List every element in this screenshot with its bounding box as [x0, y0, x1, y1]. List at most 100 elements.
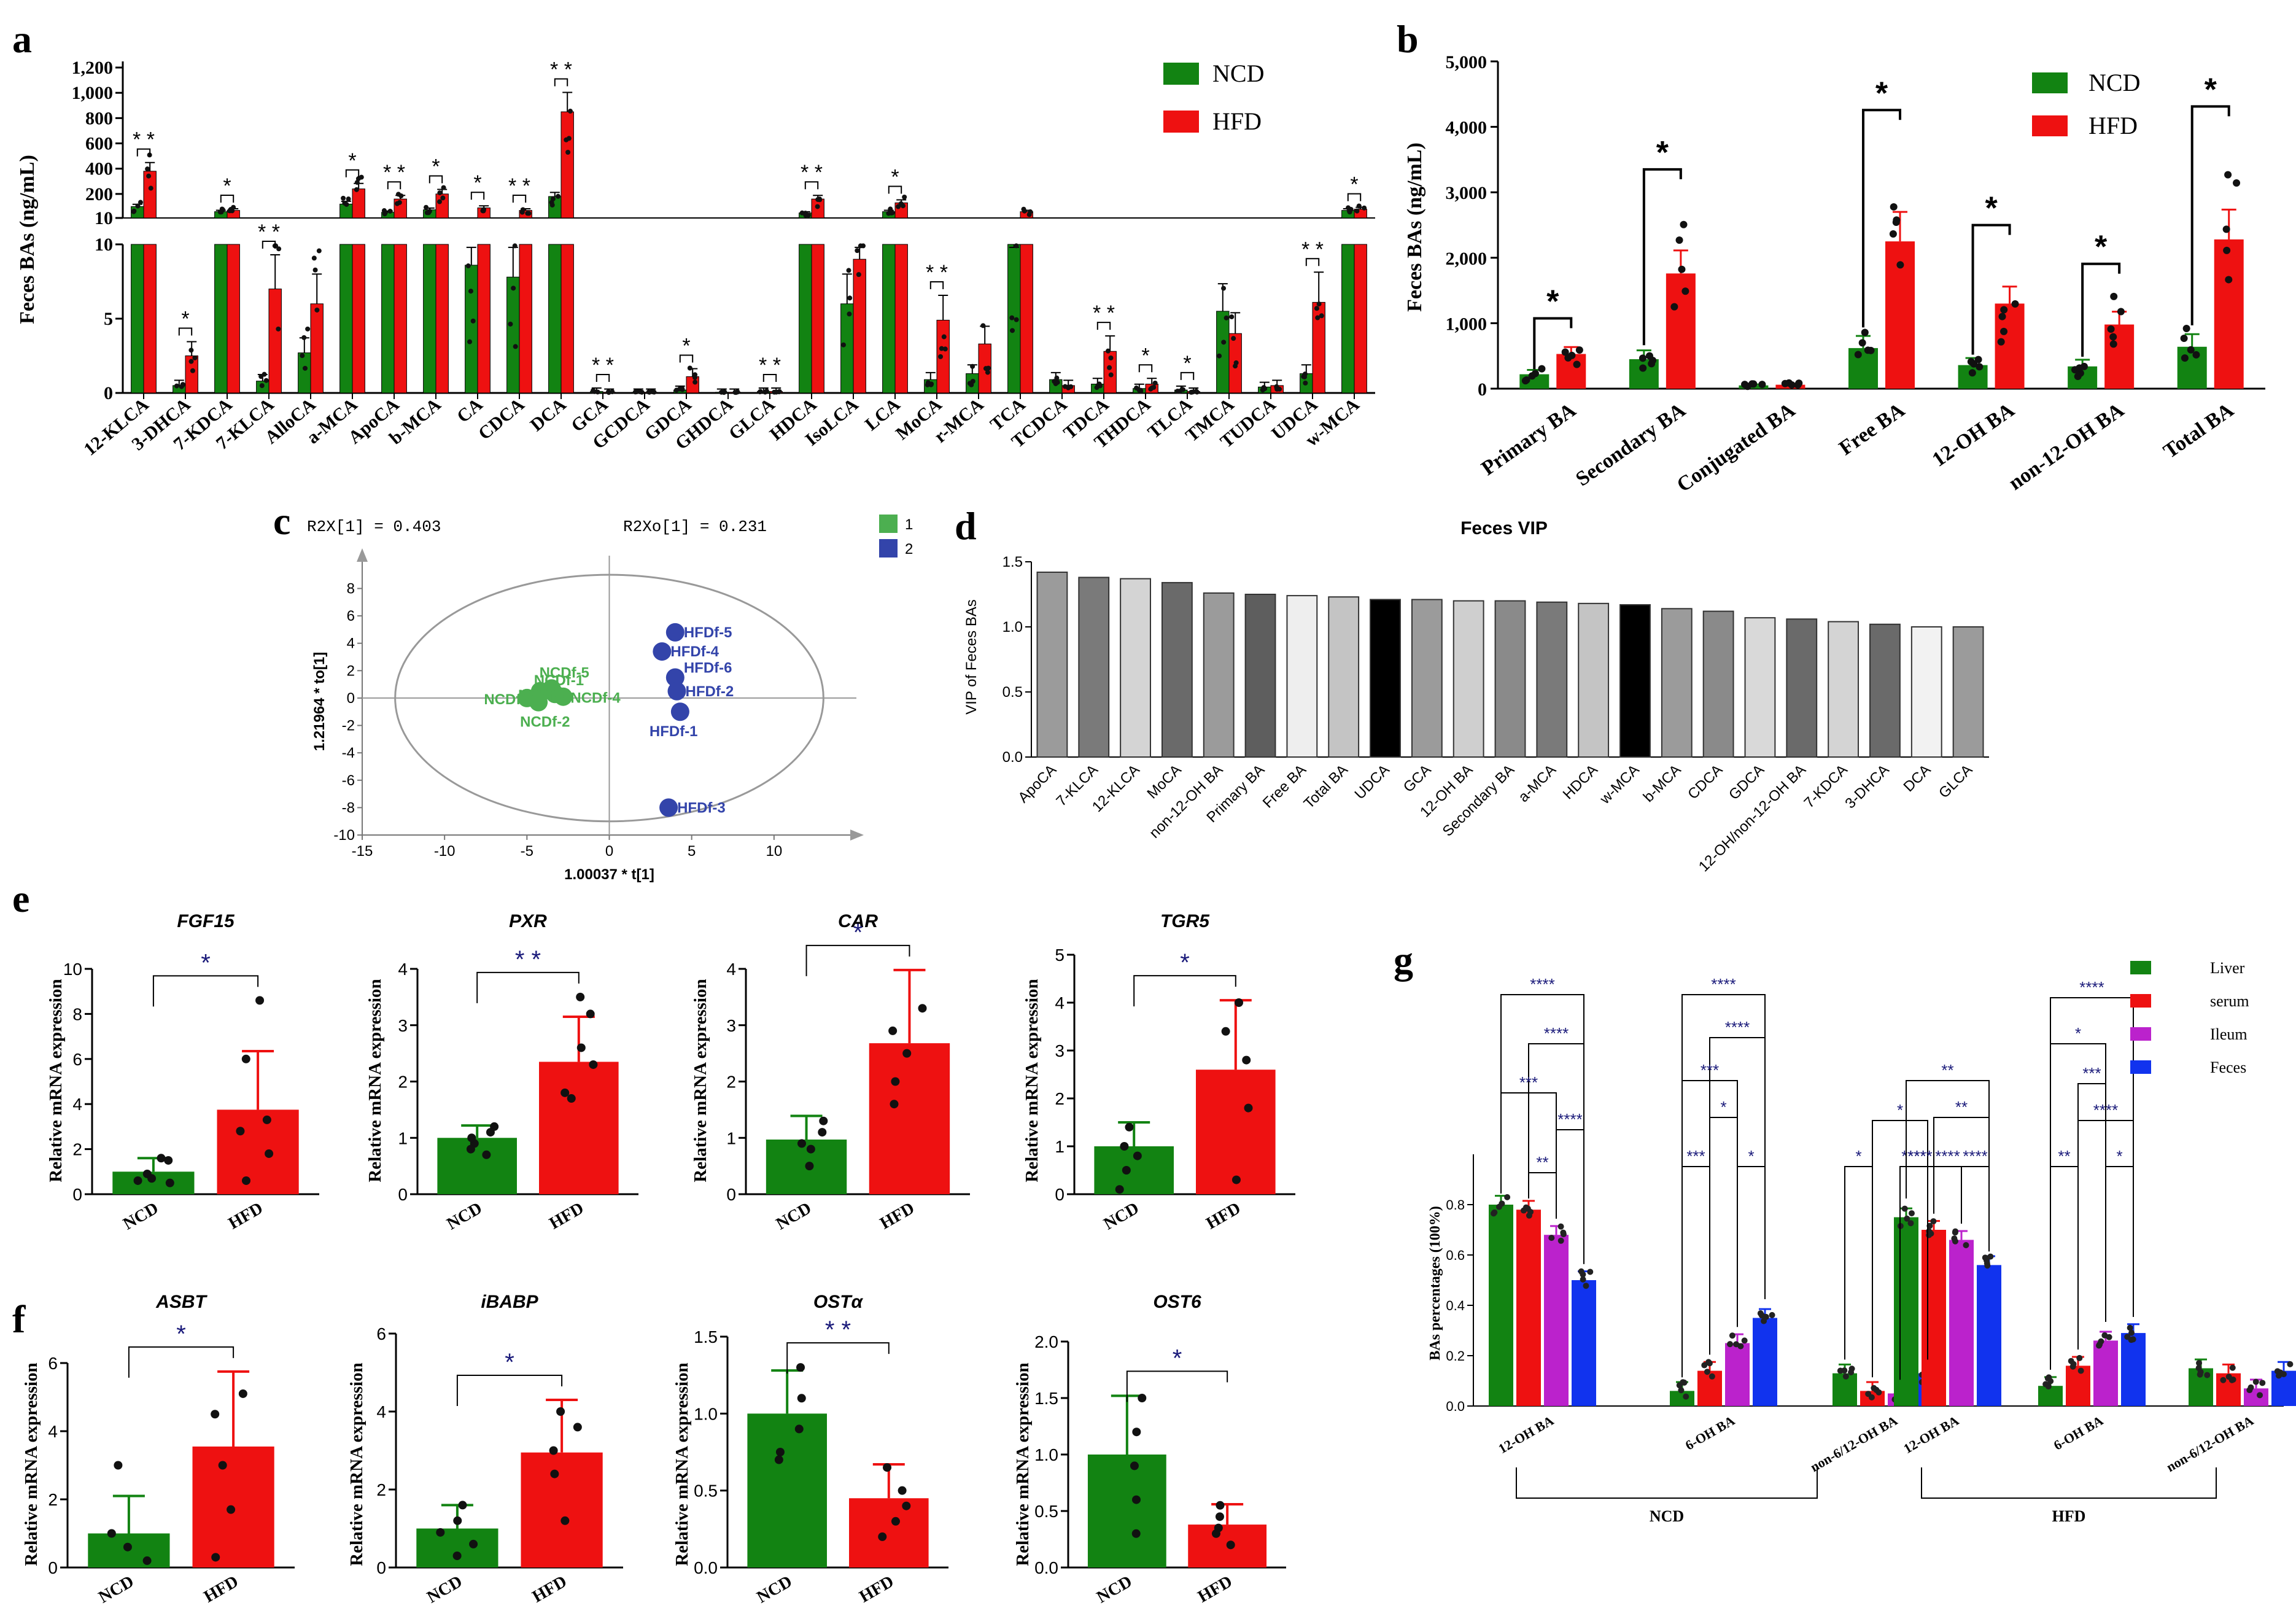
c-xtick-label: -5 [521, 843, 533, 860]
a-data-point [316, 248, 322, 254]
e2-ytick-label: 0 [398, 1185, 408, 1204]
a-significance-label: * [1183, 352, 1191, 375]
g-significance-bracket [1961, 1166, 1990, 1252]
d-vip-bar [1661, 608, 1693, 758]
g-data-point [1769, 1311, 1775, 1318]
d-vip-bar [1910, 626, 1942, 758]
g-data-point [1963, 1241, 1969, 1248]
g-data-point [2128, 1329, 2135, 1336]
g-data-point [2246, 1387, 2253, 1394]
a-data-point [610, 389, 615, 395]
b-bar-hfd [2104, 324, 2135, 389]
g-legend-swatch-liver [2130, 961, 2151, 974]
d-vip-bar [1494, 600, 1526, 758]
d-xtick-label: HDCA [1560, 761, 1601, 802]
b-data-point [1639, 364, 1647, 372]
b-data-point [1861, 328, 1869, 336]
panel-label-b: b [1397, 17, 1419, 61]
g-data-point [1875, 1389, 1882, 1396]
g-data-point [2128, 1337, 2135, 1343]
d-xtick-label: GLCA [1936, 761, 1976, 801]
a-data-point [1094, 385, 1100, 390]
b-data-point [1648, 360, 1656, 368]
c-x-axis-label: 1.00037 * t[1] [564, 866, 654, 883]
g-data-point [1680, 1379, 1686, 1386]
g-data-point [1678, 1387, 1685, 1394]
c-ytick-label: 4 [347, 635, 355, 652]
d-vip-bar [1244, 594, 1276, 758]
g-significance-bracket [2050, 1166, 2079, 1370]
a-data-point [605, 389, 611, 395]
a-bar-hfd-lower [1354, 244, 1367, 394]
g-bar-feces [2121, 1333, 2146, 1406]
f3-xtick-label: HFD [856, 1572, 898, 1606]
e4-data-point [1133, 1151, 1142, 1160]
g-ytick-label: 0.4 [1446, 1298, 1465, 1313]
a-data-point [985, 370, 990, 375]
chart-b-ba-classes: 0 1,000 2,000 3,000 4,000 5,000 Feces BAs (ng/… [1403, 52, 2265, 497]
b-data-point [2000, 306, 2008, 314]
a-bar-ncd-lower [548, 244, 562, 394]
e1-significance-label: * [201, 949, 211, 976]
g-data-point [1504, 1194, 1511, 1200]
e3-ytick-label: 0 [726, 1185, 736, 1204]
c-legend-label: 1 [905, 516, 913, 533]
d-vip-bar [1702, 610, 1734, 758]
a-data-point [311, 255, 317, 261]
g-group-label: NCD [1650, 1507, 1684, 1525]
e4-data-point [1221, 1027, 1230, 1036]
b-data-point [1854, 351, 1862, 359]
f1-data-point [238, 1389, 247, 1398]
f3-data-point [774, 1455, 783, 1464]
a-data-point [526, 211, 532, 216]
a-significance-bracket [470, 192, 485, 200]
g-data-point [1727, 1341, 1734, 1348]
e3-data-point [797, 1139, 806, 1148]
a-bar-hfd-lower [143, 244, 157, 394]
b-data-point [1748, 380, 1756, 388]
f4-significance-label: * [1173, 1345, 1182, 1372]
f1-xtick-label: NCD [95, 1572, 137, 1607]
a-data-point [902, 194, 907, 200]
d-vip-bar [1952, 626, 1984, 758]
a-data-point [1224, 315, 1229, 320]
a-data-point [468, 289, 473, 294]
d-vip-bar [1869, 623, 1901, 758]
g-bar-serum [1516, 1210, 1541, 1406]
a-data-point [190, 368, 195, 373]
d-xtick-label: UDCA [1352, 761, 1393, 802]
a-significance-label: * * [550, 58, 572, 82]
d-vip-bar [1078, 577, 1110, 758]
a-data-point [1134, 385, 1139, 390]
f2-data-point [453, 1516, 462, 1525]
c-legend-swatch [879, 539, 898, 557]
a-significance-bracket [1347, 193, 1362, 201]
c-ytick-label: 8 [347, 580, 355, 597]
g-group-bracket [1921, 1467, 2217, 1499]
d-xtick-label: b-MCA [1640, 761, 1685, 806]
b-data-point [2181, 354, 2189, 362]
f4-ytick-label: 1.0 [1034, 1445, 1058, 1464]
f1-data-point [218, 1461, 227, 1470]
c-score-point [653, 642, 672, 661]
g-data-point [1557, 1223, 1564, 1230]
b-data-point [2110, 292, 2118, 300]
e4-ytick-label: 5 [1055, 946, 1065, 965]
a-data-point [396, 192, 401, 197]
a-data-point [146, 173, 152, 179]
a-data-point [217, 209, 223, 215]
f1-significance-bracket [128, 1346, 235, 1378]
f3-data-point [898, 1486, 907, 1495]
c-point-label: HFDf-2 [686, 683, 734, 700]
f2-bar-ncd [416, 1528, 498, 1567]
a-data-point [565, 150, 571, 155]
f2-data-point [550, 1469, 559, 1478]
f4-data-point [1215, 1512, 1224, 1521]
a-data-point [1054, 375, 1060, 381]
a-significance-label: * * [592, 354, 614, 377]
a-data-point [840, 342, 846, 348]
a-data-point [566, 136, 572, 141]
a-significance-label: * [1350, 173, 1358, 196]
g-data-point [2280, 1371, 2287, 1378]
